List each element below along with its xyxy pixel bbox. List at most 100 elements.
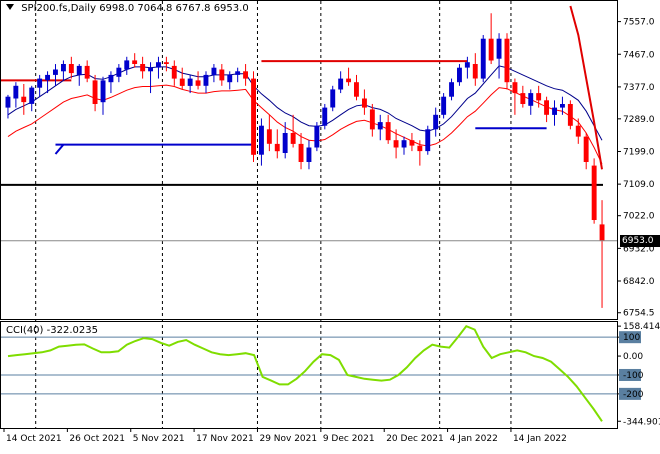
candle-13: [108, 71, 114, 94]
candle-body: [203, 74, 209, 86]
candle-body: [591, 165, 597, 220]
price-tick-label-6: 7022.0: [623, 212, 655, 222]
candle-body: [433, 114, 439, 130]
candle-48: [385, 114, 391, 144]
dropdown-triangle-icon[interactable]: [6, 4, 14, 10]
candle-body: [338, 78, 344, 90]
ohlc-label: 6998.0 7064.8 6767.8 6953.0: [99, 3, 249, 14]
x-tick-label-3: 17 Nov 2021: [196, 434, 254, 444]
candle-body: [219, 69, 225, 81]
candle-17: [140, 56, 146, 79]
candle-30: [243, 64, 248, 86]
candle-body: [354, 82, 359, 97]
candle-body: [567, 104, 573, 126]
candle-12: [100, 76, 106, 115]
cci-level-badge-3: [619, 368, 641, 381]
candle-19: [156, 56, 161, 79]
level-joint-0: [54, 143, 65, 155]
candle-31: [251, 71, 256, 162]
candle-53: [425, 125, 431, 155]
candle-body: [148, 67, 153, 72]
candle-body: [417, 145, 423, 152]
candle-body: [132, 60, 138, 64]
cci-level-badge-4: [619, 387, 641, 400]
candle-55: [441, 93, 447, 119]
candle-74: [591, 158, 597, 224]
candle-body: [100, 80, 106, 103]
candle-54: [433, 107, 439, 137]
candle-65: [520, 85, 526, 108]
candle-21: [171, 60, 177, 86]
candle-8: [68, 56, 74, 79]
candle-20: [163, 56, 169, 72]
x-tick-label-1: 26 Oct 2021: [69, 434, 125, 444]
candle-36: [290, 114, 296, 148]
indicator-value: -322.0235: [46, 325, 98, 336]
candle-60: [480, 35, 486, 83]
price-tick-label-8: 6842.0: [623, 277, 655, 287]
ma-fast-line: [7, 65, 603, 141]
candle-body: [282, 133, 288, 153]
candle-body: [92, 80, 98, 104]
candle-body: [488, 38, 494, 61]
candle-9: [76, 64, 82, 86]
candle-body: [108, 74, 114, 83]
price-tick-label-4: 7199.0: [623, 147, 655, 157]
x-tick-label-8: 14 Jan 2022: [513, 434, 567, 444]
last-price-badge: 6953.0: [620, 234, 660, 247]
candle-body: [409, 140, 415, 146]
cci-line: [7, 324, 603, 422]
candle-50: [401, 136, 407, 155]
candle-body: [211, 67, 217, 75]
cci-level-badge-1: [619, 331, 641, 344]
candle-41: [330, 85, 336, 112]
candle-0: [5, 94, 11, 119]
candle-body: [480, 38, 486, 79]
candle-body: [243, 71, 248, 79]
candle-70: [560, 96, 565, 115]
candle-52: [417, 140, 423, 166]
symbol-label: SPI200.fs,Daily: [21, 3, 96, 14]
candle-body: [528, 93, 534, 106]
candle-5: [45, 71, 50, 94]
candle-body: [377, 122, 383, 130]
candle-69: [552, 100, 557, 126]
candle-body: [266, 129, 272, 144]
cci-tick-label-3: -100: [623, 371, 644, 381]
candle-72: [575, 118, 581, 144]
chart-header: SPI200.fs,Daily 6998.0 7064.8 6767.8 695…: [6, 3, 249, 14]
candle-body: [369, 109, 375, 130]
cci-tick-label-5: -344.901: [623, 417, 660, 427]
x-tick-label-6: 20 Dec 2021: [386, 434, 444, 444]
price-tick-label-5: 7109.0: [623, 180, 655, 190]
candle-body: [251, 78, 256, 155]
candle-2: [21, 84, 27, 115]
candle-39: [314, 122, 320, 152]
x-tick-label-4: 29 Nov 2021: [259, 434, 317, 444]
candle-32: [259, 118, 264, 166]
candle-body: [29, 87, 35, 104]
candle-body: [124, 60, 130, 70]
candle-body: [5, 96, 11, 108]
candle-49: [393, 129, 399, 159]
candle-6: [53, 64, 58, 86]
candle-16: [132, 53, 138, 68]
candle-35: [282, 122, 288, 159]
candle-body: [298, 143, 304, 162]
price-panel-frame: [0, 0, 618, 320]
candle-body: [37, 78, 43, 88]
candle-57: [457, 64, 462, 86]
candle-body: [560, 104, 565, 108]
indicator-header: CCI(40) -322.0235: [6, 325, 98, 336]
candle-body: [274, 143, 280, 152]
candle-59: [472, 53, 478, 86]
candle-body: [53, 69, 58, 75]
candle-33: [266, 114, 272, 152]
candle-body: [441, 96, 447, 115]
candle-68: [544, 96, 549, 123]
candle-body: [536, 93, 542, 101]
candle-15: [124, 56, 130, 75]
candle-body: [425, 129, 431, 152]
